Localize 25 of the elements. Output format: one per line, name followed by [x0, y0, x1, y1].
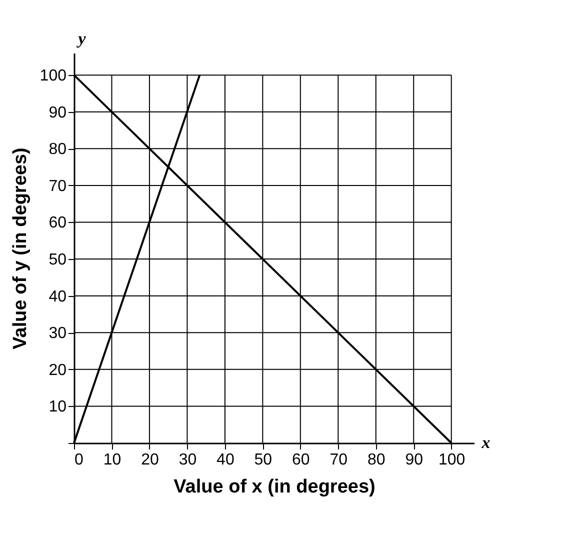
- y-tick-label: 90: [48, 104, 67, 122]
- x-tick-label: 90: [405, 452, 424, 468]
- x-tick-label: 20: [141, 452, 159, 468]
- text: y: [76, 29, 86, 48]
- y-tick-label: 40: [48, 288, 67, 306]
- x-tick-label: 10: [103, 452, 122, 468]
- y-tick-label: 70: [48, 178, 67, 195]
- y-tick-label: 20: [48, 362, 67, 379]
- y-tick-label: 50: [48, 252, 67, 269]
- y-tick-label: 10: [48, 398, 67, 416]
- y-tick-label: 30: [48, 325, 67, 342]
- text: x: [480, 433, 491, 452]
- x-tick-label: 40: [216, 452, 234, 468]
- x-axis-title: Value of x (in degrees): [174, 476, 376, 498]
- y-tick-label: 60: [48, 214, 67, 232]
- y-axis-title: Value of y (in degrees): [10, 148, 31, 350]
- y-tick-label: 80: [48, 141, 67, 158]
- x-tick-label: 30: [178, 452, 197, 468]
- x-tick-label: 100: [438, 452, 466, 468]
- x-tick-label: 80: [367, 452, 386, 468]
- x-tick-label: 70: [330, 452, 348, 468]
- x-tick-label: 60: [292, 452, 310, 468]
- x-tick-label: 50: [254, 452, 272, 468]
- x-tick-label: 0: [74, 452, 84, 468]
- y-tick-label: 100: [40, 68, 67, 85]
